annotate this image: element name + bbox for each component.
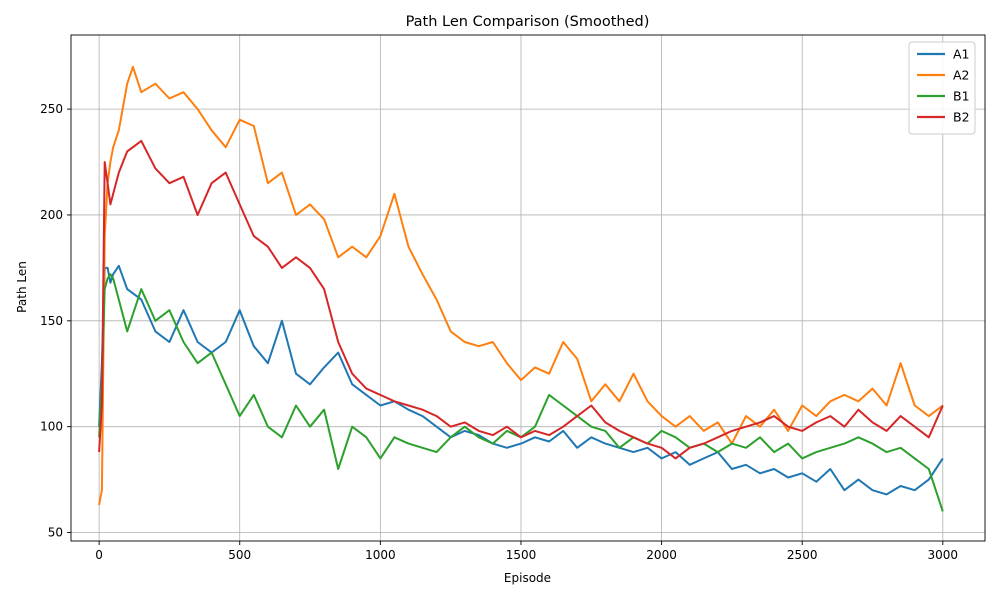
y-axis-ticks: 50 100 150 200 250 [40, 102, 71, 540]
series-layer [98, 65, 944, 512]
y-axis-label: Path Len [15, 261, 29, 313]
y-tick-label: 250 [40, 102, 63, 116]
x-axis-ticks: 0 500 1000 1500 2000 2500 3000 [95, 541, 958, 562]
y-tick-label: 200 [40, 208, 63, 222]
legend-label-b1: B1 [953, 89, 970, 104]
series-line-a1 [98, 264, 944, 496]
x-tick-label: 0 [95, 548, 103, 562]
chart-title: Path Len Comparison (Smoothed) [406, 14, 650, 30]
y-tick-label: 100 [40, 420, 63, 434]
x-tick-label: 1500 [506, 548, 537, 562]
y-gridlines [71, 108, 985, 533]
x-axis-label: Episode [504, 571, 551, 585]
legend: A1 A2 B1 B2 [908, 41, 976, 135]
y-tick-label: 150 [40, 314, 63, 328]
y-tick-label: 50 [48, 526, 63, 540]
x-tick-label: 3000 [928, 548, 959, 562]
x-tick-label: 1000 [365, 548, 396, 562]
series-line-b2 [98, 139, 944, 460]
legend-label-a2: A2 [953, 68, 970, 83]
series-line-a2 [98, 65, 944, 506]
plot-frame [70, 34, 986, 542]
legend-box [908, 41, 976, 135]
legend-label-a1: A1 [953, 47, 970, 62]
series-line-b1 [98, 273, 944, 512]
x-tick-label: 500 [228, 548, 251, 562]
x-tick-label: 2500 [787, 548, 818, 562]
legend-label-b2: B2 [953, 110, 970, 125]
x-tick-label: 2000 [646, 548, 677, 562]
